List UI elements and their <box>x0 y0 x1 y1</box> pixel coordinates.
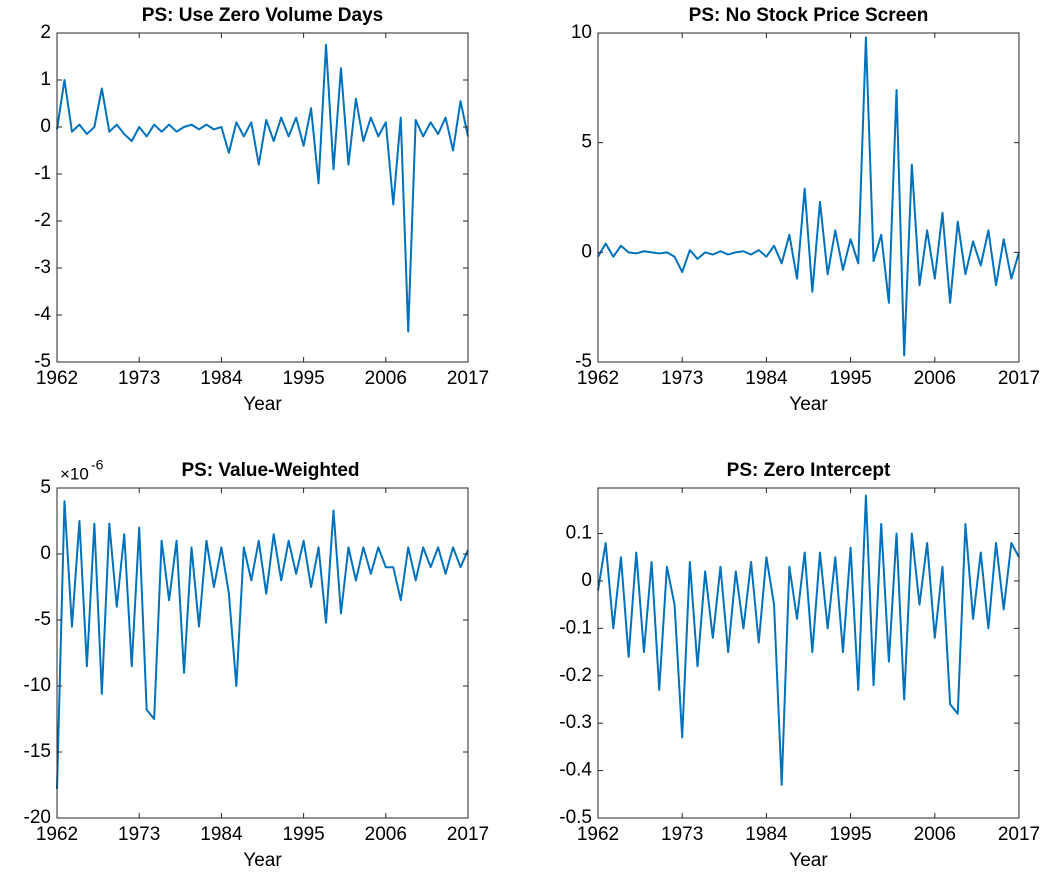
x-tick-label: 2006 <box>914 368 956 389</box>
x-tick-label: 2006 <box>365 368 407 389</box>
x-tick-label: 1984 <box>200 368 243 389</box>
y-tick-label: 5 <box>581 132 592 153</box>
x-tick-label: 1995 <box>829 368 871 389</box>
axes-box <box>597 32 1020 363</box>
subplot <box>598 488 1019 818</box>
data-line <box>597 494 1020 786</box>
y-tick-label: 0 <box>40 543 51 564</box>
y-tick-label: -5 <box>34 609 51 630</box>
data-line <box>597 36 1020 357</box>
plot-area <box>598 33 1019 362</box>
x-tick-label: 2017 <box>998 824 1040 845</box>
y-tick-label: -20 <box>24 807 51 828</box>
axis-multiplier: ×10 <box>60 464 89 483</box>
x-tick-label: 1984 <box>745 368 788 389</box>
x-tick-label: 2006 <box>914 824 956 845</box>
y-tick-label: 0 <box>581 241 592 262</box>
y-tick-label: -3 <box>34 257 51 278</box>
plot-area <box>598 488 1019 818</box>
chart-title: PS: No Stock Price Screen <box>689 5 929 26</box>
plot-area <box>57 488 468 818</box>
chart-title: PS: Use Zero Volume Days <box>142 5 383 26</box>
axes-box <box>56 32 469 363</box>
x-tick-label: 1962 <box>577 824 619 845</box>
x-tick-label: 1973 <box>661 824 703 845</box>
y-tick-label: -0.3 <box>559 712 592 733</box>
data-line <box>56 500 469 789</box>
axis-multiplier-exponent: -6 <box>91 457 104 473</box>
y-tick-label: -0.5 <box>559 807 592 828</box>
x-tick-label: 1962 <box>36 368 78 389</box>
x-tick-label: 1962 <box>577 368 619 389</box>
axes-box <box>56 487 469 819</box>
x-tick-label: 2017 <box>998 368 1040 389</box>
x-tick-label: 2017 <box>447 368 489 389</box>
axes-box <box>597 487 1020 819</box>
x-tick-label: 1984 <box>200 824 243 845</box>
subplot <box>57 33 468 362</box>
y-tick-label: 10 <box>571 22 592 43</box>
y-tick-label: 1 <box>40 69 51 90</box>
y-tick-label: 0 <box>40 116 51 137</box>
y-tick-label: -0.1 <box>559 617 592 638</box>
x-tick-label: 1995 <box>282 368 324 389</box>
subplot <box>598 33 1019 362</box>
y-tick-label: -5 <box>575 351 592 372</box>
x-tick-label: 1973 <box>118 368 160 389</box>
y-tick-label: -1 <box>34 163 51 184</box>
x-tick-label: 2006 <box>365 824 407 845</box>
data-line <box>56 43 469 333</box>
x-axis-label: Year <box>243 394 282 415</box>
y-tick-label: -0.4 <box>559 760 592 781</box>
y-tick-label: -2 <box>34 210 51 231</box>
y-tick-label: -15 <box>24 741 51 762</box>
y-tick-label: 2 <box>40 22 51 43</box>
chart-title: PS: Zero Intercept <box>727 460 891 481</box>
plot-area <box>57 33 468 362</box>
x-axis-label: Year <box>243 850 282 871</box>
y-tick-label: -5 <box>34 351 51 372</box>
chart-title: PS: Value-Weighted <box>181 460 359 481</box>
x-tick-label: 1962 <box>36 824 78 845</box>
y-tick-label: -10 <box>24 675 51 696</box>
y-tick-label: -0.2 <box>559 665 592 686</box>
x-tick-label: 2017 <box>447 824 489 845</box>
y-tick-label: 0.1 <box>566 523 592 544</box>
y-tick-label: -4 <box>34 304 51 325</box>
x-axis-label: Year <box>789 394 828 415</box>
x-tick-label: 1995 <box>282 824 324 845</box>
y-tick-label: 0 <box>581 570 592 591</box>
subplot <box>57 488 468 818</box>
x-tick-label: 1973 <box>118 824 160 845</box>
x-tick-label: 1973 <box>661 368 703 389</box>
x-axis-label: Year <box>789 850 828 871</box>
x-tick-label: 1995 <box>829 824 871 845</box>
y-tick-label: 5 <box>40 477 51 498</box>
x-tick-label: 1984 <box>745 824 788 845</box>
